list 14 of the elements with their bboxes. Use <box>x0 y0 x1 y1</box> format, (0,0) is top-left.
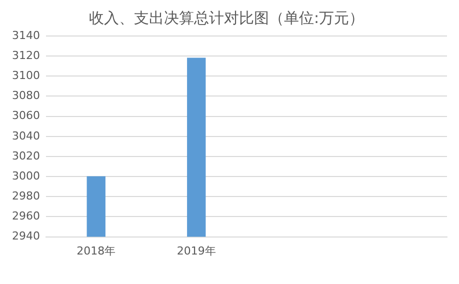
chart-title: 收入、支出决算总计对比图（单位:万元） <box>88 8 364 27</box>
y-tick-label: 3100 <box>12 69 40 82</box>
y-tick-label: 2980 <box>12 190 40 202</box>
y-tick-label: 3120 <box>12 48 40 62</box>
y-tick-label: 3140 <box>12 28 40 42</box>
y-tick-label: 3040 <box>12 129 40 142</box>
x-tick-label: 2019年 <box>176 244 216 258</box>
y-tick-label: 3080 <box>12 89 40 102</box>
y-tick-label: 3020 <box>12 149 40 162</box>
y-tick-label: 3060 <box>12 109 40 122</box>
x-tick-label: 2018年 <box>76 244 116 258</box>
y-tick-label: 2940 <box>12 230 40 243</box>
y-tick-label: 3000 <box>12 169 40 182</box>
y-tick-label: 2960 <box>12 210 40 223</box>
